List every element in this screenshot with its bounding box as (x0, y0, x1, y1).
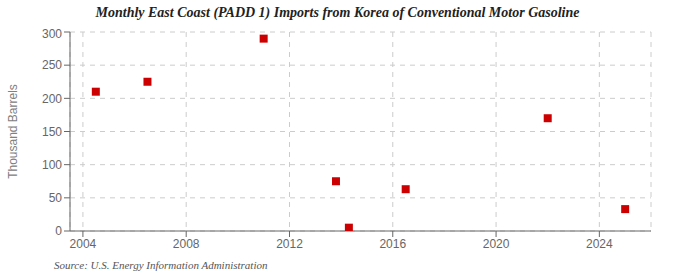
svg-text:100: 100 (42, 158, 62, 172)
svg-text:150: 150 (42, 125, 62, 139)
svg-text:0: 0 (55, 224, 62, 238)
html-text:Source: U.S. Energy Informatio: Source: U.S. Energy Information Administ… (54, 259, 268, 271)
svg-text:200: 200 (42, 92, 62, 106)
svg-text:250: 250 (42, 58, 62, 72)
svg-text:2016: 2016 (379, 237, 406, 251)
svg-text:Thousand Barrels: Thousand Barrels (8, 84, 20, 179)
svg-text:50: 50 (49, 191, 63, 205)
svg-text:2012: 2012 (276, 237, 303, 251)
svg-text:2024: 2024 (586, 237, 613, 251)
svg-text:2008: 2008 (173, 237, 200, 251)
html-text:Monthly East Coast (PADD 1) Im: Monthly East Coast (PADD 1) Imports from… (95, 5, 580, 20)
svg-text:2020: 2020 (483, 237, 510, 251)
svg-text:300: 300 (42, 27, 62, 41)
svg-text:2004: 2004 (70, 237, 97, 251)
